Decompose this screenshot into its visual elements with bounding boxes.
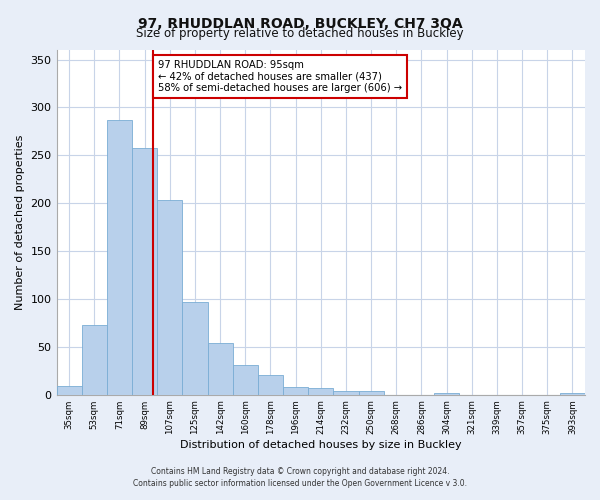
- Bar: [233, 365, 258, 394]
- Bar: [359, 391, 383, 394]
- Bar: [434, 393, 459, 394]
- Bar: [132, 148, 157, 394]
- X-axis label: Distribution of detached houses by size in Buckley: Distribution of detached houses by size …: [180, 440, 461, 450]
- Bar: [258, 374, 283, 394]
- Bar: [82, 325, 107, 394]
- Bar: [182, 302, 208, 394]
- Bar: [308, 388, 334, 394]
- Text: Contains HM Land Registry data © Crown copyright and database right 2024.
Contai: Contains HM Land Registry data © Crown c…: [133, 466, 467, 487]
- Bar: [157, 200, 182, 394]
- Bar: [208, 343, 233, 394]
- Y-axis label: Number of detached properties: Number of detached properties: [15, 134, 25, 310]
- Bar: [560, 393, 585, 394]
- Bar: [107, 120, 132, 394]
- Text: 97 RHUDDLAN ROAD: 95sqm
← 42% of detached houses are smaller (437)
58% of semi-d: 97 RHUDDLAN ROAD: 95sqm ← 42% of detache…: [158, 60, 402, 93]
- Bar: [334, 391, 359, 394]
- Bar: [56, 386, 82, 394]
- Text: 97, RHUDDLAN ROAD, BUCKLEY, CH7 3QA: 97, RHUDDLAN ROAD, BUCKLEY, CH7 3QA: [137, 18, 463, 32]
- Text: Size of property relative to detached houses in Buckley: Size of property relative to detached ho…: [136, 28, 464, 40]
- Bar: [283, 387, 308, 394]
